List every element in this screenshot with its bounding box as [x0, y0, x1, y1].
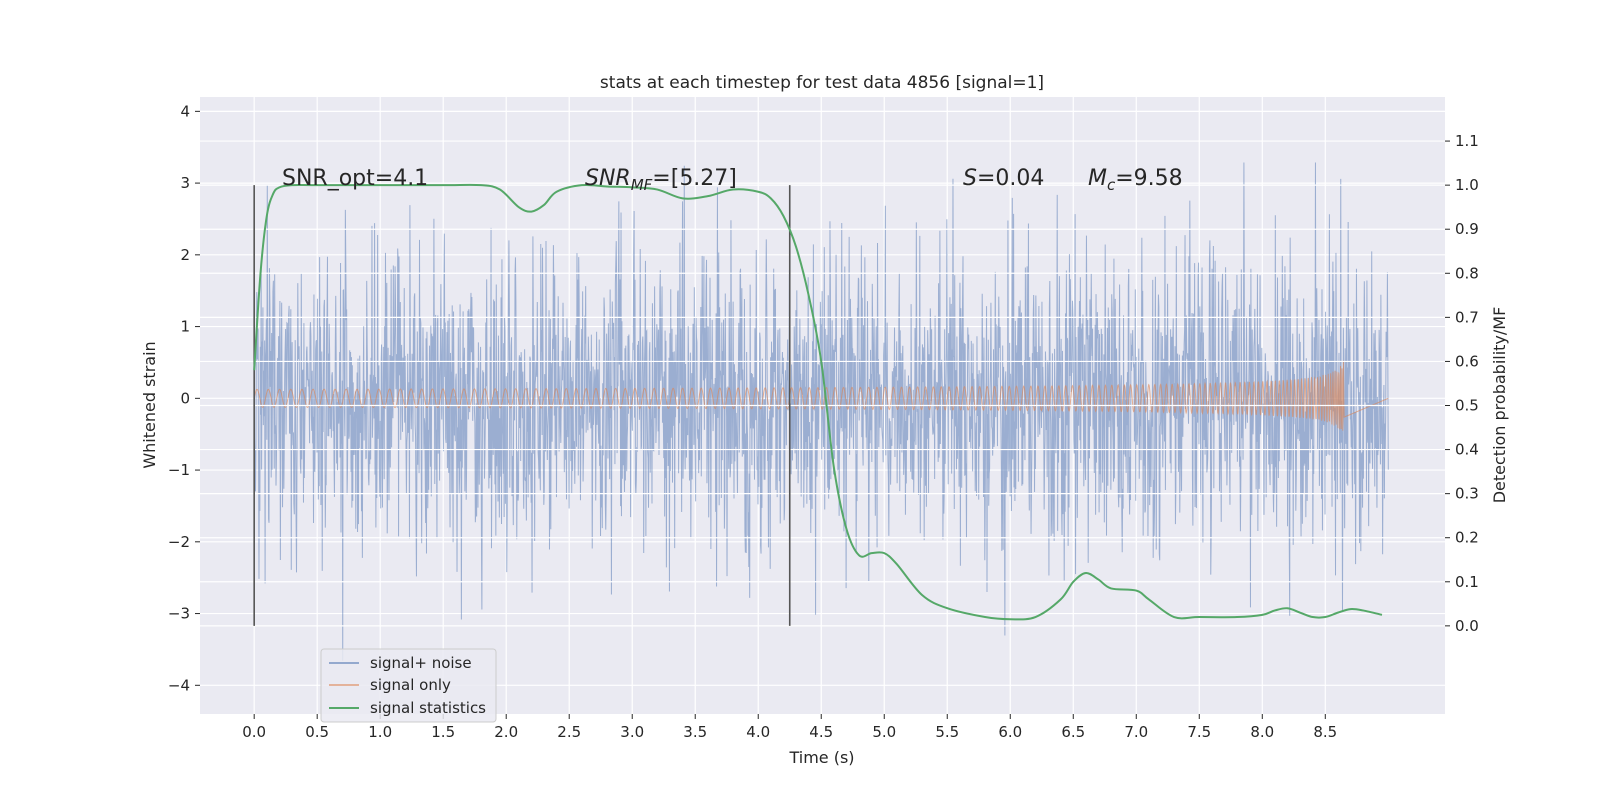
y2-tick-label: 0.2	[1455, 529, 1479, 547]
x-tick-label: 4.0	[746, 723, 770, 741]
annotation-snr-opt: SNR_opt=4.1	[282, 166, 428, 191]
annotation-mc-main: M	[1088, 166, 1107, 191]
x-tick-label: 5.0	[872, 723, 896, 741]
x-tick-label: 7.0	[1124, 723, 1148, 741]
y2-tick-label: 0.0	[1455, 617, 1479, 635]
x-tick-label: 6.5	[1061, 723, 1085, 741]
x-tick-label: 0.5	[305, 723, 329, 741]
y-tick-label: −3	[168, 605, 190, 623]
legend: signal+ noise signal only signal statist…	[320, 648, 497, 723]
annotation-mc: Mc=9.58	[1088, 166, 1183, 194]
x-axis-label: Time (s)	[788, 748, 854, 767]
x-tick-label: 6.0	[998, 723, 1022, 741]
x-tick-label: 8.5	[1313, 723, 1337, 741]
y-tick-label: 2	[180, 246, 190, 264]
annotation-snr-mf-main: SNR	[585, 166, 631, 191]
annotation-snr-mf: SNRMF=[5.27]	[585, 166, 737, 194]
chart-title: stats at each timestep for test data 485…	[600, 73, 1044, 93]
y-tick-label: 4	[180, 102, 190, 120]
y-tick-label: 1	[180, 318, 190, 336]
series-signal-only	[253, 360, 1389, 431]
annotation-s-main: S	[963, 166, 977, 191]
y2-tick-label: 0.1	[1455, 573, 1479, 591]
legend-label-signal-noise: signal+ noise	[370, 654, 472, 672]
y2-tick-label: 1.1	[1455, 132, 1479, 150]
signal-noise-line	[253, 162, 1389, 661]
signal-statistics-line	[253, 183, 1383, 621]
x-tick-label: 0.0	[242, 723, 266, 741]
x-tick-label: 7.5	[1187, 723, 1211, 741]
annotation-s-value: =0.04	[977, 166, 1044, 191]
y2-tick-label: 0.4	[1455, 441, 1479, 459]
y2-tick-label: 0.3	[1455, 485, 1479, 503]
annotation-snr-mf-value: =[5.27]	[652, 166, 737, 191]
y2-tick-label: 1.0	[1455, 176, 1479, 194]
annotation-mc-sub: c	[1107, 176, 1116, 194]
x-tick-label: 1.5	[431, 723, 455, 741]
y-tick-label: −1	[168, 461, 190, 479]
series-signal-statistics	[253, 183, 1383, 621]
x-tick-label: 5.5	[935, 723, 959, 741]
x-tick-label: 3.0	[620, 723, 644, 741]
y2-axis-label: Detection probability/MF	[1490, 307, 1509, 504]
x-tick-label: 3.5	[683, 723, 707, 741]
right-axis-grid	[200, 140, 1445, 627]
x-tick-label: 2.5	[557, 723, 581, 741]
x-tick-label: 4.5	[809, 723, 833, 741]
y2-axis-ticks: 1.1 1.0 0.9 0.8 0.7 0.6 0.5 0.4 0.3 0.2 0.1 0.0	[1445, 132, 1479, 635]
y-tick-label: −4	[168, 676, 190, 694]
x-tick-label: 1.0	[368, 723, 392, 741]
y2-tick-label: 0.6	[1455, 352, 1479, 370]
annotation-mc-value: =9.58	[1115, 166, 1182, 191]
annotation-snr-mf-sub: MF	[631, 176, 653, 194]
x-tick-label: 8.0	[1250, 723, 1274, 741]
y2-tick-label: 0.9	[1455, 220, 1479, 238]
y2-tick-label: 0.7	[1455, 308, 1479, 326]
series-signal-noise	[253, 162, 1389, 661]
y-tick-label: 0	[180, 389, 190, 407]
x-axis-ticks: 0.0 0.5 1.0 1.5 2.0 2.5 3.0 3.5 4.0 4.5 5.0 5.5 6.0 6…	[242, 714, 1337, 741]
y2-tick-label: 0.8	[1455, 264, 1479, 282]
y2-tick-label: 0.5	[1455, 397, 1479, 415]
y-axis-ticks: 4 3 2 1 0 −1 −2 −3 −4	[168, 102, 200, 694]
x-tick-label: 2.0	[494, 723, 518, 741]
y-tick-label: −2	[168, 533, 190, 551]
y-tick-label: 3	[180, 174, 190, 192]
y-axis-label: Whitened strain	[140, 341, 159, 468]
legend-label-signal-statistics: signal statistics	[370, 699, 486, 717]
vertical-markers	[253, 185, 791, 626]
signal-only-line	[253, 360, 1389, 431]
legend-label-signal-only: signal only	[370, 676, 451, 694]
legend-box	[320, 648, 497, 723]
annotation-s: S=0.04	[963, 166, 1044, 191]
